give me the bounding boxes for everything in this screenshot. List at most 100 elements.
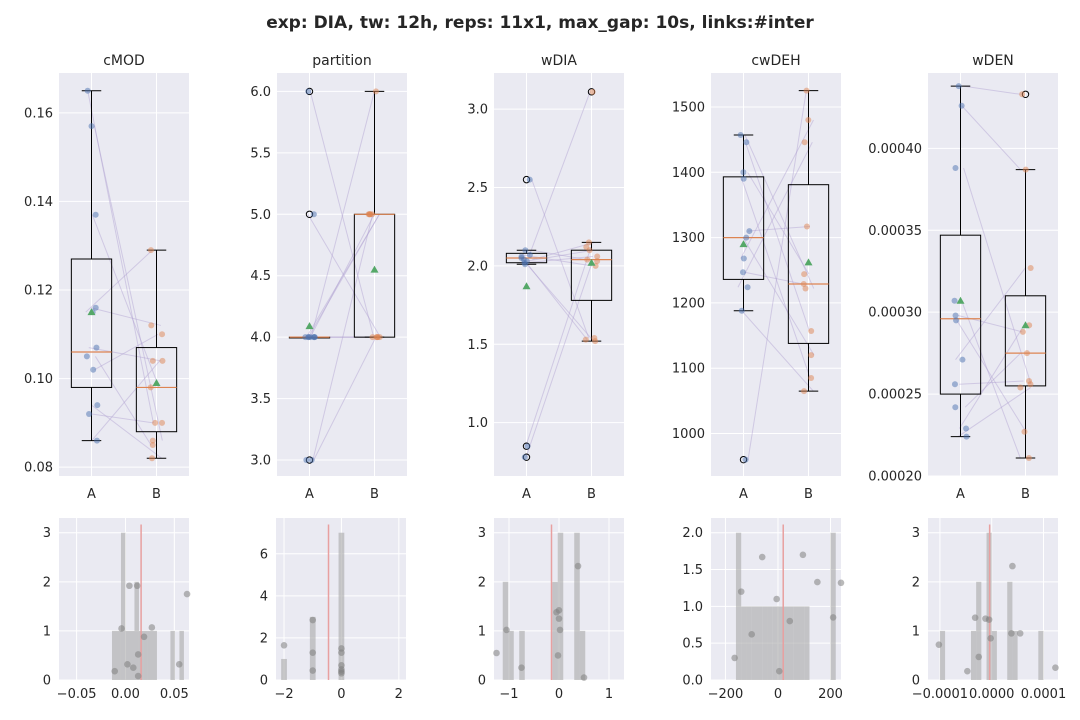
x-tick-label: 0 (337, 687, 345, 702)
histogram-bar (338, 532, 345, 680)
x-tick-label: B (370, 487, 379, 502)
histogram-point (814, 578, 821, 586)
data-point (86, 411, 93, 417)
data-point (800, 280, 807, 287)
pair-link-line (747, 172, 810, 275)
y-tick-label: 0.10 (24, 372, 53, 387)
histogram-point (556, 626, 564, 634)
y-tick-label: 0 (43, 674, 51, 689)
pair-link-line (737, 142, 813, 288)
pair-link-line (94, 333, 159, 371)
pair-link-line (744, 271, 803, 285)
histogram-point (140, 633, 148, 641)
histogram-bar (772, 606, 778, 680)
histogram-point (737, 588, 745, 595)
y-tick-label: 1400 (672, 166, 705, 181)
data-point (963, 425, 970, 432)
data-point (953, 317, 960, 324)
y-tick-label: 2.0 (682, 526, 703, 541)
histogram-point (338, 669, 345, 677)
data-point (1025, 454, 1032, 461)
panel-background (494, 73, 624, 476)
data-point (147, 384, 154, 391)
x-tick-label: A (739, 487, 748, 502)
mean-marker (739, 240, 748, 248)
histogram-point (786, 617, 794, 625)
y-tick-label: 1100 (672, 362, 705, 377)
data-point (740, 169, 747, 176)
data-point (740, 255, 747, 262)
y-tick-label: 1 (912, 624, 920, 639)
data-point (522, 247, 529, 254)
histogram-point (1008, 630, 1015, 637)
pair-link-line (525, 261, 593, 458)
y-tick-label: 3 (43, 526, 51, 541)
data-point (592, 338, 599, 345)
data-point (83, 353, 90, 360)
data-point (1019, 328, 1026, 335)
histogram-point (503, 626, 510, 634)
histogram-point (280, 641, 288, 649)
x-tick-label: B (587, 487, 596, 502)
pair-link-line (525, 255, 593, 264)
histogram-point (118, 625, 125, 632)
mean-marker (305, 322, 314, 330)
y-tick-label: 1.0 (682, 600, 703, 615)
pair-link-line (87, 90, 154, 423)
data-point (742, 456, 749, 463)
data-point (951, 297, 958, 304)
pair-link-line (313, 336, 377, 461)
pair-link-line (957, 387, 1031, 438)
data-point (159, 331, 166, 338)
data-point (311, 334, 318, 341)
x-tick-label: −200 (708, 687, 744, 702)
mean-marker (522, 282, 531, 290)
histogram-point (1052, 664, 1059, 672)
histogram-point (126, 582, 133, 590)
histogram-point (518, 664, 525, 672)
histogram-point (1009, 562, 1016, 570)
data-point (951, 381, 958, 388)
data-point (801, 388, 808, 395)
x-tick-label: A (522, 487, 531, 502)
histogram-bar (281, 658, 287, 680)
y-tick-label: 0.0 (682, 674, 703, 689)
y-tick-label: 6 (260, 547, 268, 562)
box-iqr (135, 347, 178, 433)
histogram-bar (777, 606, 784, 680)
panel-title: wDEN (972, 53, 1014, 69)
histogram-bar (574, 532, 580, 680)
x-tick-label: A (305, 487, 314, 502)
histogram-bar (134, 581, 139, 680)
data-point (92, 211, 99, 218)
histogram-panel-2: 0 1 2 3 −1 0 1 (478, 518, 624, 702)
histogram-bar (147, 630, 153, 680)
pair-link-line (312, 214, 374, 461)
data-point (1017, 384, 1024, 391)
histogram-point (309, 616, 317, 624)
y-tick-label: 6.0 (250, 85, 271, 100)
histogram-point (111, 667, 119, 675)
y-tick-label: 0.14 (24, 195, 53, 210)
y-tick-label: 0.08 (24, 461, 53, 476)
histogram-bar (788, 606, 794, 680)
histogram-bar (762, 606, 768, 680)
pair-link-line (307, 214, 381, 338)
pair-link-line (91, 404, 163, 459)
box-panel-wDEN: 0.00020 0.00025 0.00030 0.00035 0.00040 A BwDE… (868, 53, 1058, 502)
data-point (90, 366, 97, 373)
data-point (952, 404, 959, 411)
panel-title: partition (312, 53, 371, 69)
data-point (526, 251, 533, 258)
data-point (808, 327, 815, 334)
data-point (585, 239, 592, 246)
histogram-point (837, 579, 845, 587)
y-tick-label: 3.0 (467, 103, 488, 118)
y-tick-label: 1 (43, 624, 51, 639)
y-tick-label: 0.12 (24, 284, 53, 299)
histogram-point (134, 672, 142, 680)
pair-link-line (744, 134, 815, 289)
pair-link-line (747, 90, 807, 460)
data-point (152, 419, 159, 426)
histogram-bar (552, 581, 558, 680)
